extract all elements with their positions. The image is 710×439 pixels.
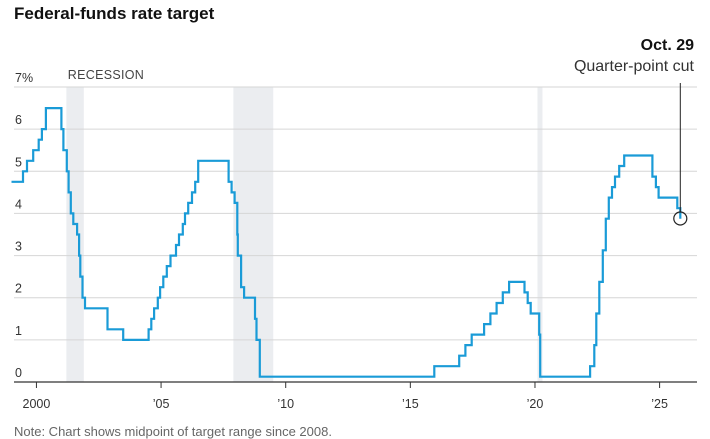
annotation-marks	[673, 83, 688, 226]
x-tick-label: ’10	[277, 397, 294, 411]
y-tick-label: 0	[15, 366, 22, 380]
series-lines	[11, 107, 682, 378]
y-tick-label: 4	[15, 197, 22, 211]
annotation-marker	[673, 211, 688, 226]
y-tick-label: 2	[15, 282, 22, 296]
x-tick-label: ’05	[153, 397, 170, 411]
recession-band-1	[66, 87, 84, 382]
recession-bands	[66, 87, 543, 382]
y-axis-ticks: 7% 6 5 4 3 2 1 0	[15, 71, 33, 380]
chart-title: Federal-funds rate target	[14, 4, 215, 23]
y-tick-label: 7%	[15, 71, 33, 85]
recession-band-2	[233, 87, 274, 382]
recession-band-3	[537, 87, 543, 382]
x-tick-label: ’15	[402, 397, 419, 411]
y-tick-label: 1	[15, 324, 22, 338]
annotation-text: Quarter-point cut	[573, 58, 694, 75]
series-line-1	[11, 107, 682, 378]
annotation-date: Oct. 29	[640, 37, 694, 54]
y-tick-label: 3	[15, 240, 22, 254]
x-axis-ticks: 2000 ’05 ’10 ’15 ’20 ’25	[23, 382, 668, 411]
x-tick-label: ’20	[527, 397, 544, 411]
y-tick-label: 5	[15, 155, 22, 169]
y-tick-label: 6	[15, 113, 22, 127]
x-tick-label: 2000	[23, 397, 51, 411]
recession-label: RECESSION	[68, 68, 144, 82]
gridlines	[14, 86, 697, 383]
x-tick-label: ’25	[651, 397, 668, 411]
